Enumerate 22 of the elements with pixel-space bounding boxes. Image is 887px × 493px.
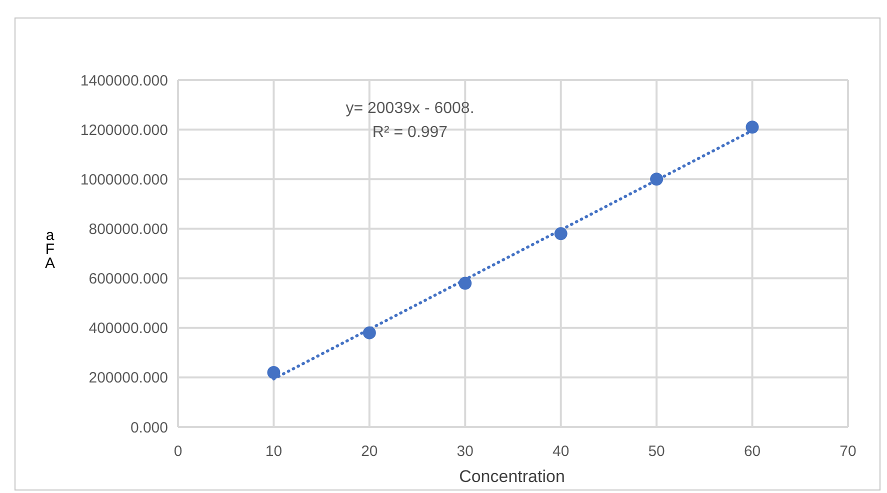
y-tick-label: 1200000.000	[80, 122, 168, 139]
y-tick-label: 200000.000	[88, 370, 168, 387]
x-tick-label: 30	[456, 442, 474, 460]
x-tick-label: 10	[265, 442, 282, 460]
y-tick-label: 800000.000	[88, 220, 168, 238]
y-tick-label: 400000.000	[88, 320, 168, 338]
x-tick-label: 70	[840, 442, 856, 460]
y-tick-label: 1400000.000	[80, 72, 168, 90]
y-axis-title: aFA	[44, 227, 56, 272]
annotation: y= 20039x - 6008.	[346, 100, 474, 117]
x-tick-label: 0	[174, 442, 182, 460]
y-tick-label: 1000000.000	[80, 171, 168, 188]
y-tick-label: 0.000	[130, 419, 168, 436]
x-tick-label: 40	[552, 442, 570, 460]
annotation: R² = 0.997	[372, 124, 448, 141]
point	[746, 120, 759, 134]
x-tick-label: 20	[361, 442, 378, 460]
x-tick-label: 50	[648, 442, 665, 460]
y-tick-label: 600000.000	[88, 270, 168, 288]
x-axis-title: Concentration	[459, 467, 565, 486]
point	[267, 366, 280, 379]
x-tick-label: 60	[744, 442, 761, 460]
